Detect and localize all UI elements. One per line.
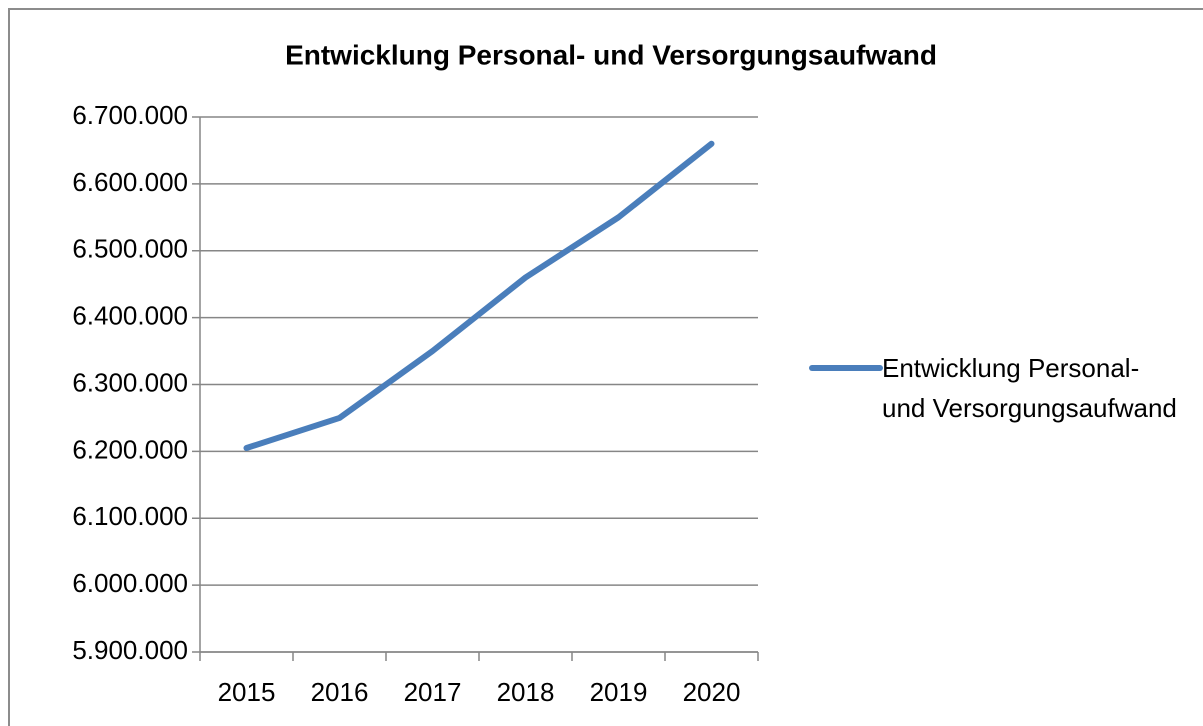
y-tick-label: 6.000.000: [72, 568, 188, 598]
y-tick-label: 6.500.000: [72, 234, 188, 264]
x-tick-label: 2020: [683, 677, 741, 707]
chart-frame: [8, 8, 1203, 726]
x-tick-label: 2016: [311, 677, 369, 707]
y-tick-label: 6.200.000: [72, 434, 188, 464]
y-tick-label: 6.100.000: [72, 501, 188, 531]
y-tick-label: 6.300.000: [72, 367, 188, 397]
y-tick-label: 6.400.000: [72, 301, 188, 331]
x-tick-label: 2018: [497, 677, 555, 707]
x-tick-label: 2019: [590, 677, 648, 707]
chart-title: Entwicklung Personal- und Versorgungsauf…: [285, 39, 937, 70]
data-line: [243, 140, 715, 452]
legend-label: Entwicklung Personal- und Versorgungsauf…: [882, 353, 1177, 423]
x-tick-label: 2015: [218, 677, 276, 707]
y-tick-label: 6.700.000: [72, 100, 188, 130]
y-tick-label: 5.900.000: [72, 635, 188, 665]
x-tick-label: 2017: [404, 677, 462, 707]
y-tick-label: 6.600.000: [72, 167, 188, 197]
